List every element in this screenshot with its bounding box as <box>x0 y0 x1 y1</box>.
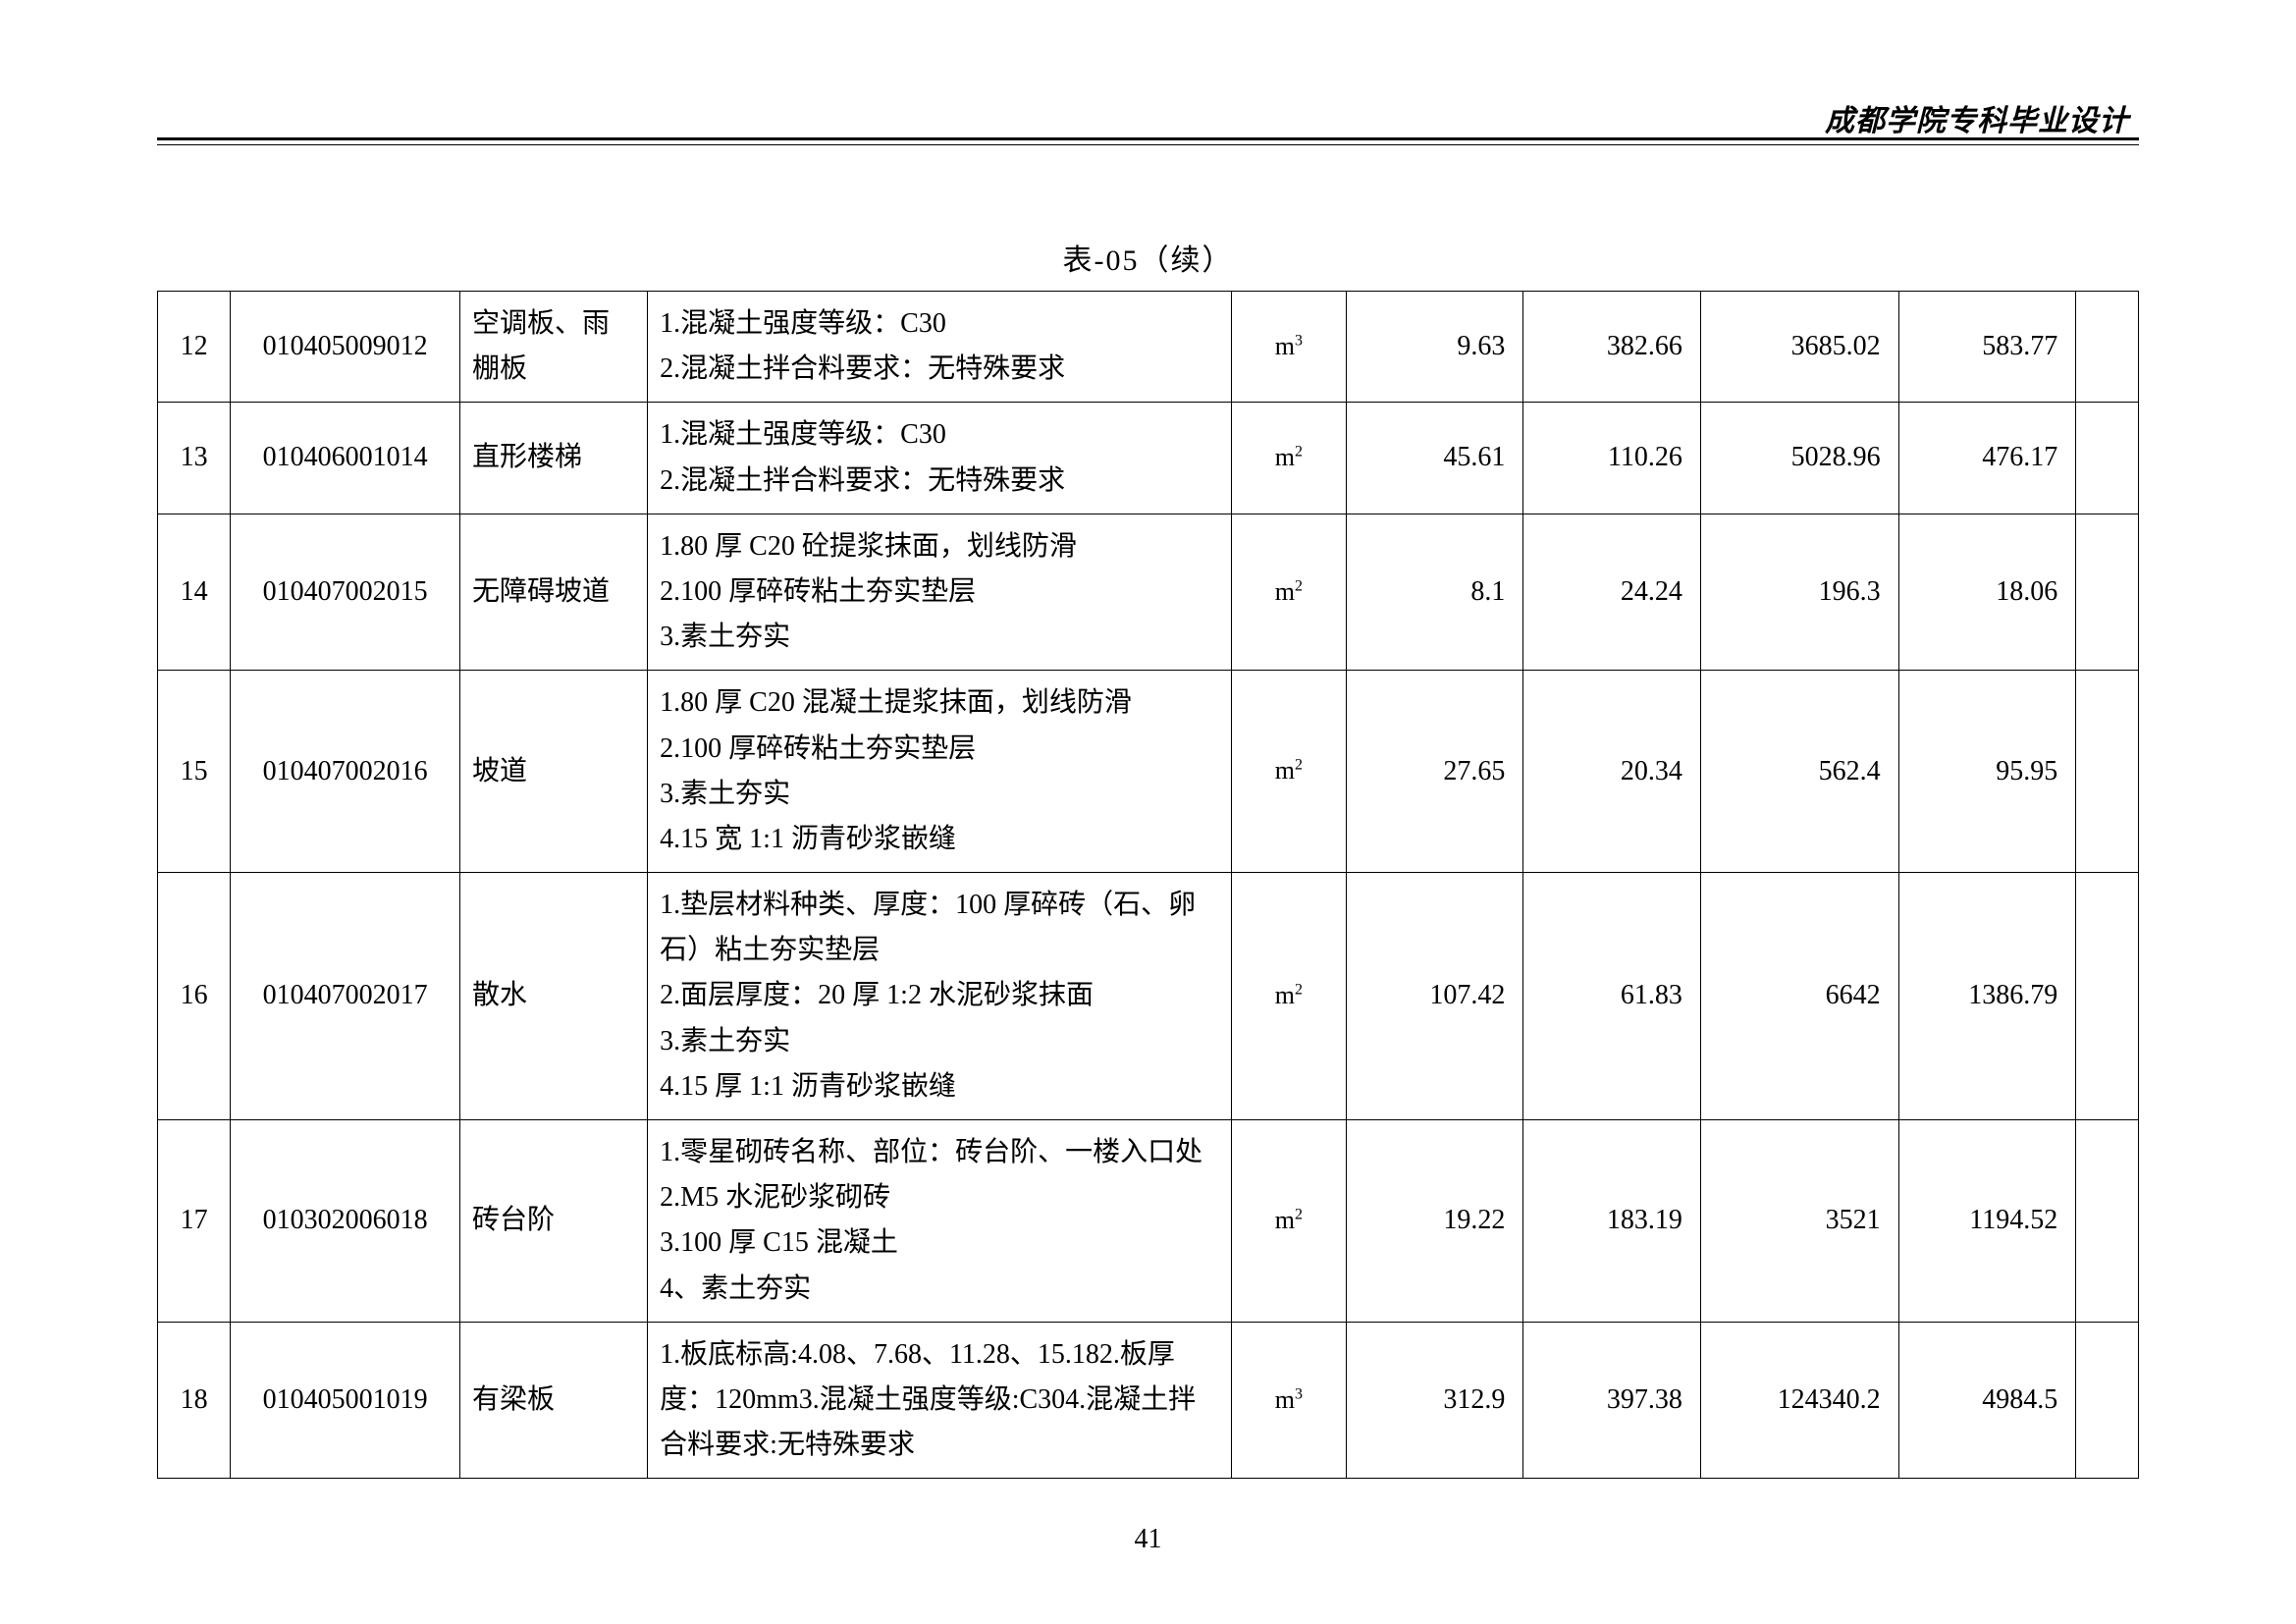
cell-idx: 13 <box>158 403 231 514</box>
cell-qty: 107.42 <box>1346 873 1523 1120</box>
cell-price: 61.83 <box>1523 873 1701 1120</box>
table-row: 14010407002015无障碍坡道1.80 厚 C20 砼提浆抹面，划线防滑… <box>158 514 2139 671</box>
table-row: 13010406001014直形楼梯1.混凝土强度等级：C302.混凝土拌合料要… <box>158 403 2139 514</box>
cell-name: 直形楼梯 <box>460 403 648 514</box>
cell-unit: m3 <box>1231 1322 1346 1479</box>
cell-code: 010407002015 <box>231 514 460 671</box>
cell-idx: 14 <box>158 514 231 671</box>
cell-blank <box>2076 403 2139 514</box>
cell-blank <box>2076 292 2139 403</box>
cell-unit: m2 <box>1231 671 1346 873</box>
cell-name: 空调板、雨棚板 <box>460 292 648 403</box>
cell-qty: 8.1 <box>1346 514 1523 671</box>
cell-desc: 1.80 厚 C20 混凝土提浆抹面，划线防滑2.100 厚碎砖粘土夯实垫层3.… <box>648 671 1232 873</box>
cell-labor: 18.06 <box>1898 514 2076 671</box>
table-row: 17010302006018砖台阶1.零星砌砖名称、部位：砖台阶、一楼入口处2.… <box>158 1120 2139 1323</box>
cell-desc: 1.80 厚 C20 砼提浆抹面，划线防滑2.100 厚碎砖粘土夯实垫层3.素土… <box>648 514 1232 671</box>
page-number: 41 <box>0 1524 2296 1555</box>
cell-price: 24.24 <box>1523 514 1701 671</box>
cell-price: 382.66 <box>1523 292 1701 403</box>
cell-code: 010407002017 <box>231 873 460 1120</box>
cell-amount: 6642 <box>1700 873 1898 1120</box>
cell-qty: 312.9 <box>1346 1322 1523 1479</box>
cell-unit: m2 <box>1231 403 1346 514</box>
cell-idx: 15 <box>158 671 231 873</box>
cell-labor: 1194.52 <box>1898 1120 2076 1323</box>
cell-blank <box>2076 873 2139 1120</box>
cell-labor: 1386.79 <box>1898 873 2076 1120</box>
cell-unit: m2 <box>1231 1120 1346 1323</box>
cell-code: 010407002016 <box>231 671 460 873</box>
cell-amount: 3521 <box>1700 1120 1898 1323</box>
cell-idx: 16 <box>158 873 231 1120</box>
cell-amount: 124340.2 <box>1700 1322 1898 1479</box>
cell-amount: 5028.96 <box>1700 403 1898 514</box>
cell-name: 坡道 <box>460 671 648 873</box>
cell-price: 110.26 <box>1523 403 1701 514</box>
table-row: 15010407002016坡道1.80 厚 C20 混凝土提浆抹面，划线防滑2… <box>158 671 2139 873</box>
cell-code: 010405001019 <box>231 1322 460 1479</box>
cell-desc: 1.零星砌砖名称、部位：砖台阶、一楼入口处2.M5 水泥砂浆砌砖3.100 厚 … <box>648 1120 1232 1323</box>
table-row: 16010407002017散水1.垫层材料种类、厚度：100 厚碎砖（石、卵石… <box>158 873 2139 1120</box>
cell-labor: 583.77 <box>1898 292 2076 403</box>
cell-labor: 476.17 <box>1898 403 2076 514</box>
cell-labor: 4984.5 <box>1898 1322 2076 1479</box>
cell-unit: m3 <box>1231 292 1346 403</box>
cell-desc: 1.混凝土强度等级：C302.混凝土拌合料要求：无特殊要求 <box>648 403 1232 514</box>
cell-price: 20.34 <box>1523 671 1701 873</box>
cell-blank <box>2076 514 2139 671</box>
cell-idx: 12 <box>158 292 231 403</box>
cell-amount: 196.3 <box>1700 514 1898 671</box>
cell-amount: 3685.02 <box>1700 292 1898 403</box>
cell-price: 183.19 <box>1523 1120 1701 1323</box>
cell-unit: m2 <box>1231 873 1346 1120</box>
cell-blank <box>2076 671 2139 873</box>
cell-amount: 562.4 <box>1700 671 1898 873</box>
table-row: 18010405001019有梁板1.板底标高:4.08、7.68、11.28、… <box>158 1322 2139 1479</box>
header-institution: 成都学院专科毕业设计 <box>1825 96 2129 139</box>
cell-labor: 95.95 <box>1898 671 2076 873</box>
cell-qty: 19.22 <box>1346 1120 1523 1323</box>
cell-name: 散水 <box>460 873 648 1120</box>
cell-qty: 45.61 <box>1346 403 1523 514</box>
cell-desc: 1.垫层材料种类、厚度：100 厚碎砖（石、卵石）粘土夯实垫层2.面层厚度：20… <box>648 873 1232 1120</box>
cell-idx: 17 <box>158 1120 231 1323</box>
cell-desc: 1.板底标高:4.08、7.68、11.28、15.182.板厚度：120mm3… <box>648 1322 1232 1479</box>
table-row: 12010405009012空调板、雨棚板1.混凝土强度等级：C302.混凝土拌… <box>158 292 2139 403</box>
cell-idx: 18 <box>158 1322 231 1479</box>
cell-name: 有梁板 <box>460 1322 648 1479</box>
table-title: 表-05（续） <box>157 236 2139 279</box>
cell-qty: 9.63 <box>1346 292 1523 403</box>
cell-code: 010406001014 <box>231 403 460 514</box>
cell-desc: 1.混凝土强度等级：C302.混凝土拌合料要求：无特殊要求 <box>648 292 1232 403</box>
cell-code: 010405009012 <box>231 292 460 403</box>
cell-unit: m2 <box>1231 514 1346 671</box>
header-rule <box>157 137 2139 145</box>
cell-qty: 27.65 <box>1346 671 1523 873</box>
cell-code: 010302006018 <box>231 1120 460 1323</box>
cell-name: 无障碍坡道 <box>460 514 648 671</box>
main-table: 12010405009012空调板、雨棚板1.混凝土强度等级：C302.混凝土拌… <box>157 291 2139 1479</box>
cell-name: 砖台阶 <box>460 1120 648 1323</box>
cell-price: 397.38 <box>1523 1322 1701 1479</box>
cell-blank <box>2076 1120 2139 1323</box>
cell-blank <box>2076 1322 2139 1479</box>
